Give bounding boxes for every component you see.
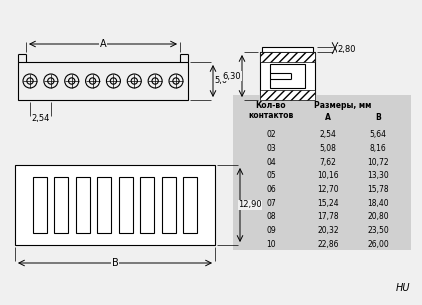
Text: A: A	[325, 113, 331, 121]
Text: 2,80: 2,80	[338, 45, 356, 54]
Text: 10: 10	[266, 240, 276, 249]
Text: 22,86: 22,86	[317, 240, 339, 249]
Bar	[262, 47, 313, 52]
Text: 23,50: 23,50	[367, 226, 389, 235]
Text: 10,72: 10,72	[367, 158, 389, 167]
Bar	[260, 52, 315, 100]
Text: 15,24: 15,24	[317, 199, 339, 208]
Text: 2,54: 2,54	[31, 113, 50, 123]
Bar	[18, 62, 188, 100]
Text: Размеры, мм: Размеры, мм	[314, 101, 372, 109]
Text: 15,78: 15,78	[367, 185, 389, 194]
Text: 6,30: 6,30	[223, 71, 241, 81]
Text: HU: HU	[395, 283, 410, 293]
Bar	[260, 90, 315, 100]
Text: Кол-во: Кол-во	[256, 101, 286, 109]
Text: 18,40: 18,40	[367, 199, 389, 208]
Bar	[233, 95, 411, 250]
Bar	[270, 64, 305, 88]
Text: 12,90: 12,90	[238, 200, 262, 210]
Text: 10,16: 10,16	[317, 171, 339, 180]
Text: A: A	[100, 39, 106, 49]
Bar	[119, 177, 133, 233]
Text: 13,30: 13,30	[367, 171, 389, 180]
Text: 12,70: 12,70	[317, 185, 339, 194]
Bar	[260, 52, 315, 62]
Text: контактов: контактов	[248, 110, 294, 120]
Text: 5,08: 5,08	[319, 144, 336, 153]
Text: 06: 06	[266, 185, 276, 194]
Text: 20,32: 20,32	[317, 226, 339, 235]
Text: 2,54: 2,54	[319, 130, 336, 139]
Bar	[183, 177, 197, 233]
Text: 17,78: 17,78	[317, 212, 339, 221]
Text: 5,0: 5,0	[214, 77, 227, 85]
Text: 02: 02	[266, 130, 276, 139]
Text: 04: 04	[266, 158, 276, 167]
Text: 26,00: 26,00	[367, 240, 389, 249]
Text: 7,62: 7,62	[319, 158, 336, 167]
Text: 05: 05	[266, 171, 276, 180]
Text: 20,80: 20,80	[367, 212, 389, 221]
Bar	[54, 177, 68, 233]
Text: 07: 07	[266, 199, 276, 208]
Bar	[97, 177, 111, 233]
Bar	[33, 177, 47, 233]
Bar	[140, 177, 154, 233]
Text: B: B	[375, 113, 381, 121]
Text: B: B	[112, 258, 119, 268]
Text: 8,16: 8,16	[370, 144, 387, 153]
Bar	[162, 177, 176, 233]
Bar	[15, 165, 215, 245]
Bar	[76, 177, 90, 233]
Text: 09: 09	[266, 226, 276, 235]
Text: 08: 08	[266, 212, 276, 221]
Text: 03: 03	[266, 144, 276, 153]
Text: 5,64: 5,64	[370, 130, 387, 139]
